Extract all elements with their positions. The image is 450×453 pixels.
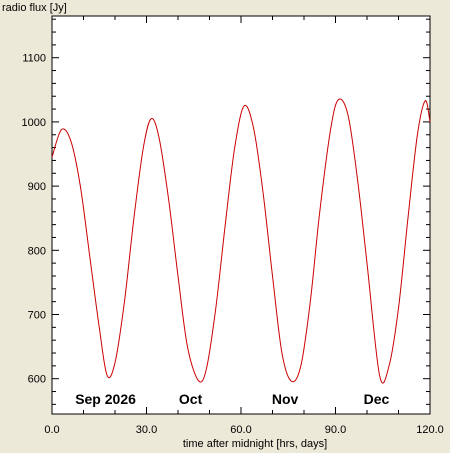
month-label: Sep 2026 bbox=[75, 391, 136, 407]
series-line-0 bbox=[51, 98, 431, 384]
y-tick-label: 1100 bbox=[22, 53, 46, 65]
x-tick-label: 90.0 bbox=[325, 424, 346, 436]
x-axis-title: time after midnight [hrs, days] bbox=[183, 438, 327, 450]
x-tick-label: 0.0 bbox=[44, 424, 59, 436]
series-layer bbox=[51, 98, 431, 384]
x-axis-ticks: 0.0 30.0 60.0 90.0 120.0 bbox=[44, 16, 444, 436]
x-tick-label: 120.0 bbox=[416, 424, 444, 436]
month-label: Dec bbox=[364, 391, 390, 407]
y-axis-title: radio flux [Jy] bbox=[2, 2, 67, 14]
y-tick-label: 600 bbox=[28, 374, 46, 386]
y-tick-label: 800 bbox=[28, 245, 46, 257]
month-label: Nov bbox=[272, 391, 299, 407]
x-tick-label: 60.0 bbox=[230, 424, 251, 436]
plot-area bbox=[51, 15, 431, 415]
y-tick-label: 900 bbox=[28, 181, 46, 193]
y-tick-label: 1000 bbox=[22, 117, 46, 129]
month-labels: Sep 2026 Oct Nov Dec bbox=[75, 391, 389, 407]
y-tick-label: 700 bbox=[28, 310, 46, 322]
y-axis-ticks: 600 700 800 900 1000 1100 bbox=[22, 18, 430, 405]
x-tick-label: 30.0 bbox=[136, 424, 157, 436]
month-label: Oct bbox=[179, 391, 203, 407]
